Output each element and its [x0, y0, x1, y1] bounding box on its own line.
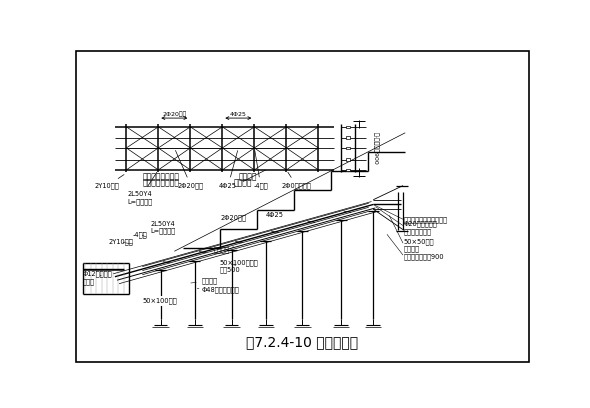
Text: Φ48双钢管盘支架: Φ48双钢管盘支架	[197, 286, 240, 293]
Text: -4钢板: -4钢板	[254, 151, 268, 189]
Text: 2Φ20吊环: 2Φ20吊环	[162, 111, 186, 117]
Text: 三角盘档: 三角盘档	[234, 179, 252, 188]
Text: 2Φ20吊环: 2Φ20吊环	[175, 151, 204, 189]
Text: 三-接梯宽度900: 三-接梯宽度900	[373, 132, 378, 165]
Text: 2L50Y4
L=接梯宽度: 2L50Y4 L=接梯宽度	[150, 221, 176, 234]
Bar	[346, 126, 350, 128]
Text: 三角盘档与搁栓支架斥手: 三角盘档与搁栓支架斥手	[404, 217, 448, 223]
Bar	[346, 136, 350, 139]
Text: 钢扣脚手架间距900: 钢扣脚手架间距900	[404, 253, 444, 259]
Text: 4Φ25: 4Φ25	[230, 112, 247, 117]
Text: Φ12对拉螺栓
花螺母: Φ12对拉螺栓 花螺母	[83, 271, 113, 285]
Bar	[346, 146, 350, 149]
Text: 竹皮模板: 竹皮模板	[213, 246, 234, 253]
Text: 4Φ25: 4Φ25	[266, 212, 284, 218]
Bar	[346, 169, 350, 171]
Text: 三角盘档: 三角盘档	[238, 173, 257, 182]
Text: 2L50Y4
L=接梯宽度: 2L50Y4 L=接梯宽度	[127, 172, 157, 204]
Text: 4Φ25: 4Φ25	[219, 151, 238, 188]
Bar	[346, 158, 350, 161]
Text: 2Y10槽钢: 2Y10槽钢	[108, 239, 133, 246]
Text: 2Φ20吊环: 2Φ20吊环	[220, 215, 246, 221]
Text: 2Y10槽钢: 2Y10槽钢	[94, 175, 124, 189]
Text: 楼梯踏步定型模板: 楼梯踏步定型模板	[142, 173, 179, 182]
Text: -4钢板: -4钢板	[132, 231, 147, 237]
Text: 2Φ0搁栓支架: 2Φ0搁栓支架	[282, 172, 312, 189]
Text: 楼梯踏步定型模板: 楼梯踏步定型模板	[142, 179, 179, 188]
Text: 50×50木条
龙骨模板: 50×50木条 龙骨模板	[404, 238, 434, 253]
Text: Φ20钢筋压生卡
压于搁栓支架上: Φ20钢筋压生卡 压于搁栓支架上	[404, 220, 438, 235]
Text: 图7.2.4-10 楼梯支模图: 图7.2.4-10 楼梯支模图	[246, 336, 359, 350]
Text: 三角垫木: 三角垫木	[191, 277, 218, 284]
Text: 50×100木龙骨
间距500: 50×100木龙骨 间距500	[219, 259, 258, 273]
Text: 50×100木方: 50×100木方	[142, 297, 177, 304]
